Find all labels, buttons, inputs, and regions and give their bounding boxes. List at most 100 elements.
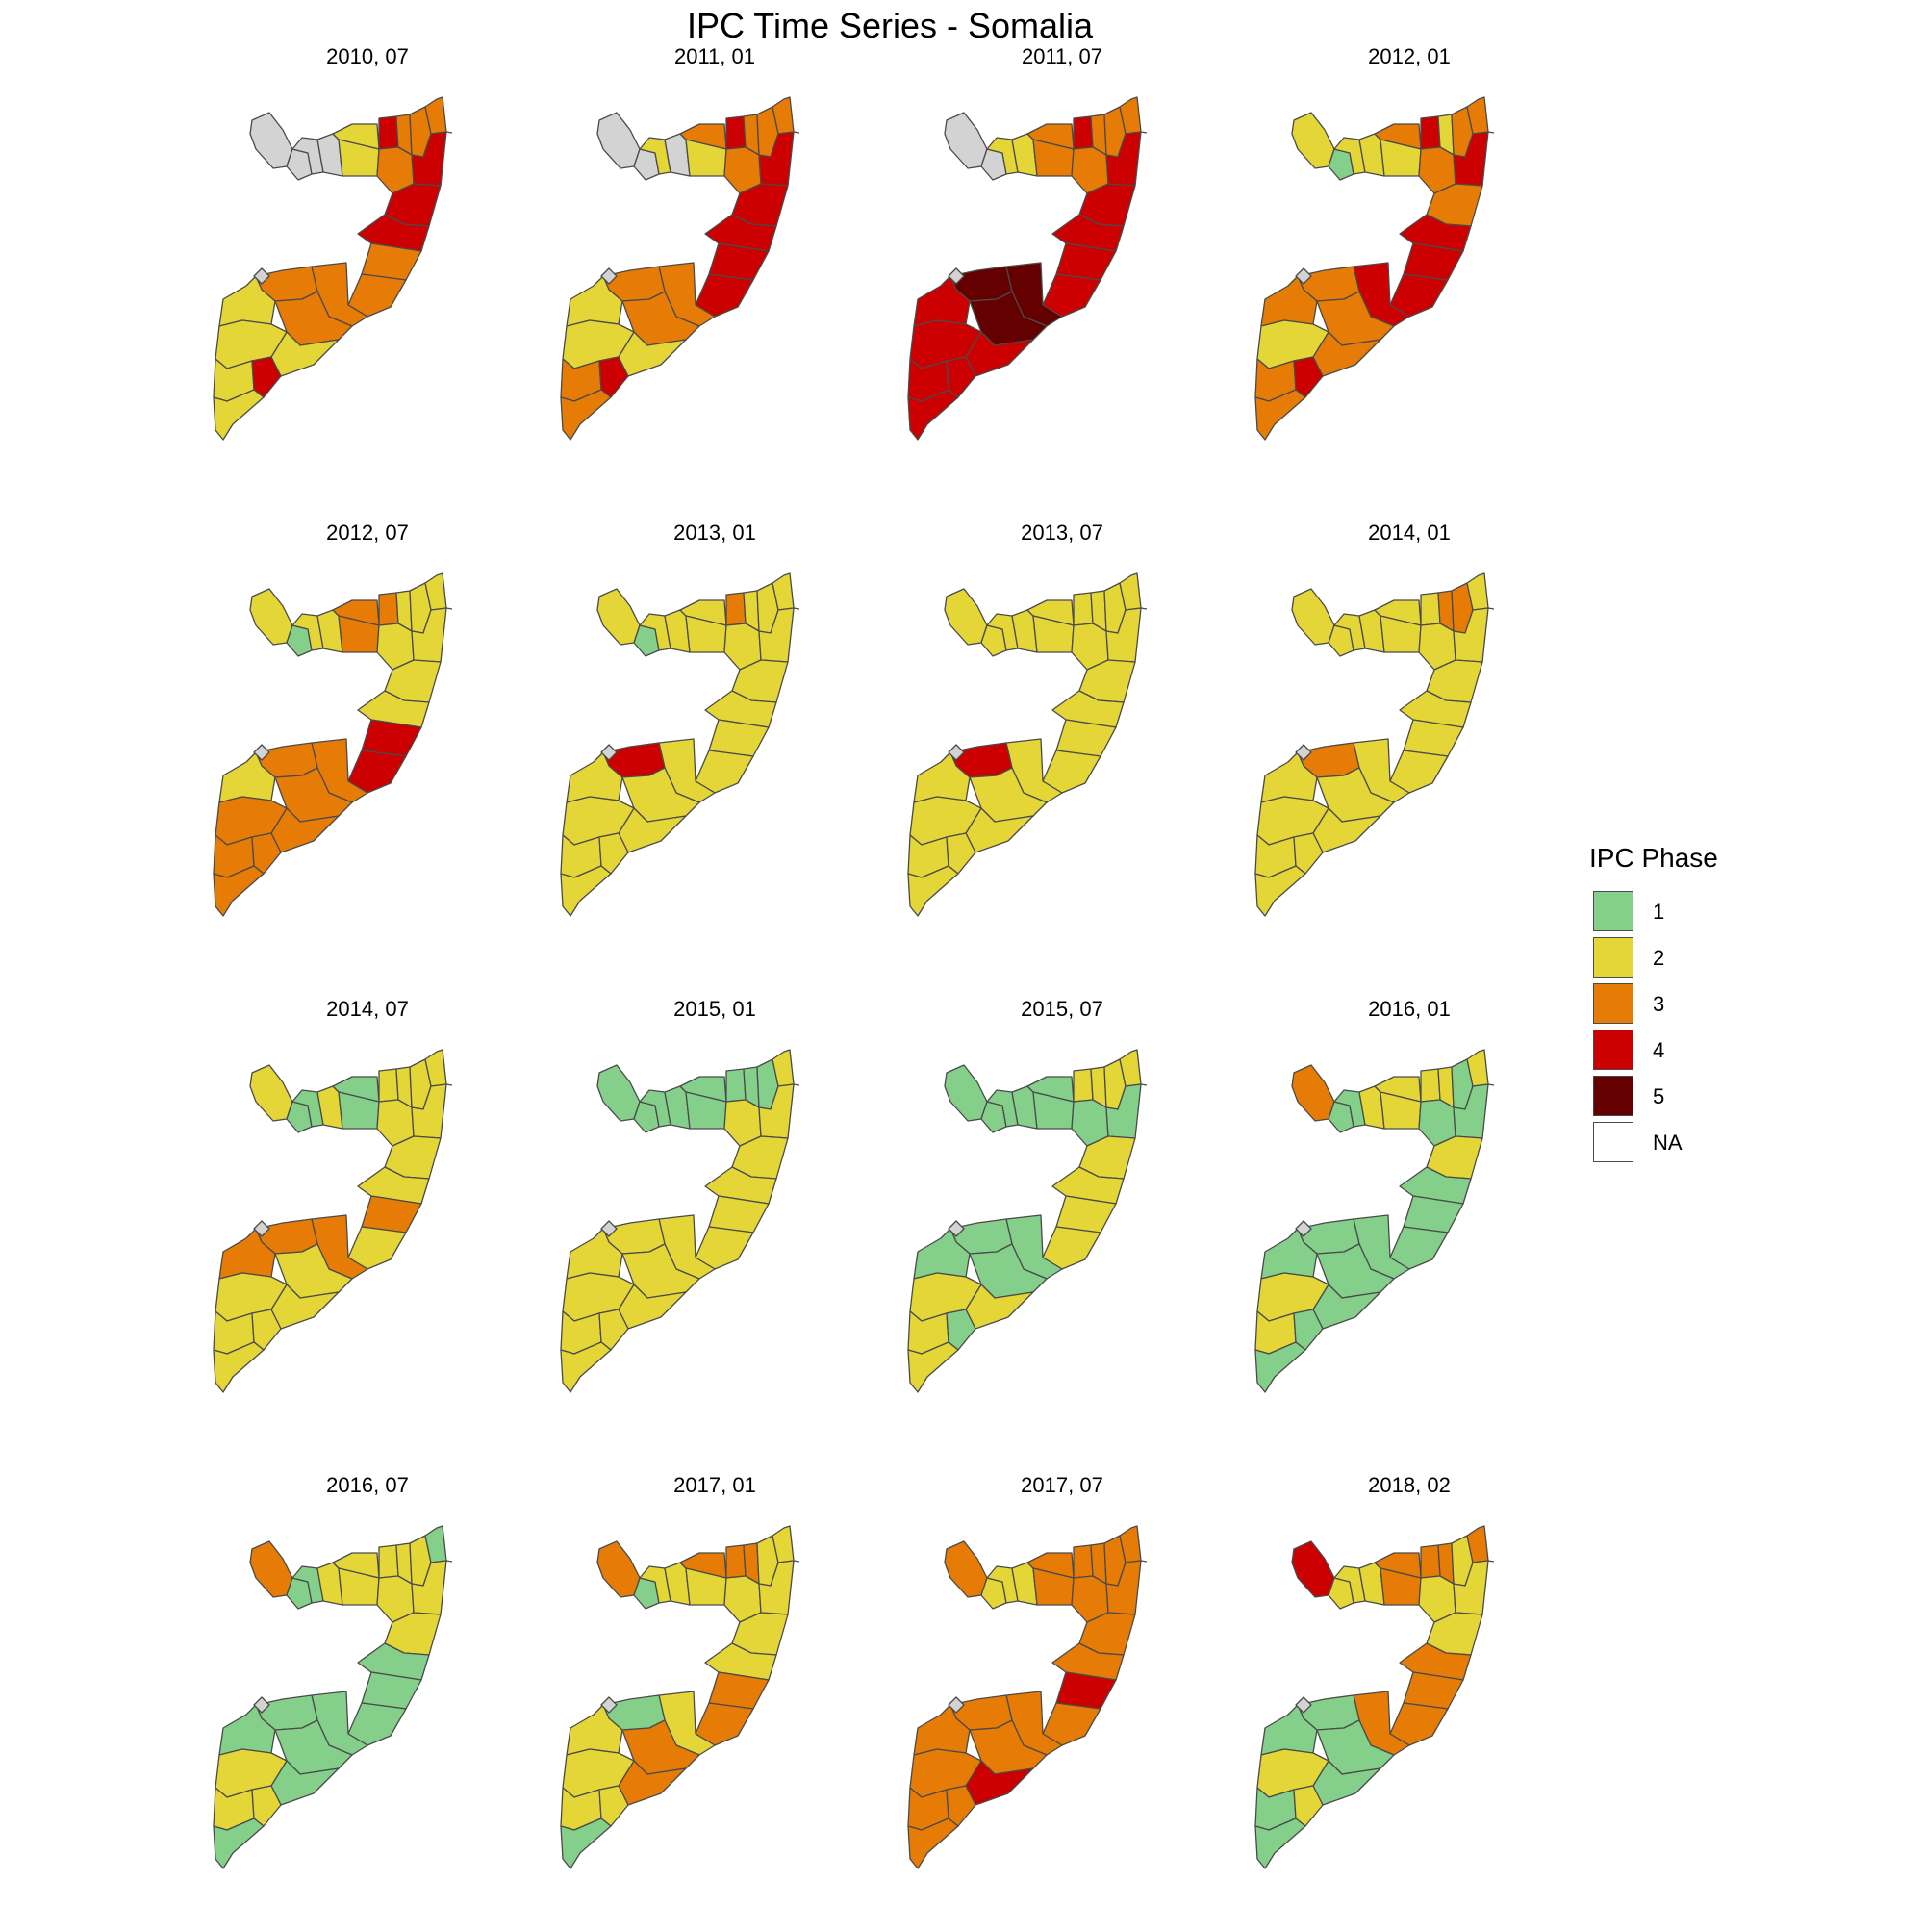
somalia-map xyxy=(560,1049,800,1393)
region xyxy=(948,1220,965,1237)
somalia-map xyxy=(560,572,800,917)
region xyxy=(1389,273,1449,318)
legend-label: 5 xyxy=(1653,1084,1665,1108)
region xyxy=(598,832,629,875)
legend-label: 1 xyxy=(1653,900,1665,924)
region xyxy=(946,356,976,398)
panel-title: 2017, 07 xyxy=(1021,1473,1103,1497)
region xyxy=(1254,1341,1306,1393)
region xyxy=(1042,1702,1101,1746)
region xyxy=(251,356,282,398)
region xyxy=(1073,115,1094,150)
region xyxy=(725,1068,747,1103)
panel-title: 2010, 07 xyxy=(326,44,409,68)
region xyxy=(347,273,407,318)
region xyxy=(1420,115,1441,150)
horn-tick xyxy=(1140,131,1148,134)
region xyxy=(560,865,612,917)
horn-tick xyxy=(445,131,453,134)
chart-title: IPC Time Series - Somalia xyxy=(686,6,1094,45)
region xyxy=(679,599,727,626)
region xyxy=(1420,1544,1441,1579)
somalia-map xyxy=(1254,572,1495,917)
region xyxy=(332,1552,380,1579)
region xyxy=(249,112,293,169)
region xyxy=(332,1076,380,1103)
horn-tick xyxy=(445,607,453,610)
panel-title: 2011, 01 xyxy=(673,44,755,68)
region xyxy=(598,1785,629,1827)
region xyxy=(1073,1544,1094,1579)
region xyxy=(1073,592,1094,626)
horn-tick xyxy=(1140,1560,1148,1563)
legend-swatch xyxy=(1593,937,1633,978)
region xyxy=(772,572,795,611)
region xyxy=(347,1702,407,1746)
region xyxy=(1420,1068,1441,1103)
region xyxy=(213,389,265,441)
horn-tick xyxy=(1487,1560,1495,1563)
region xyxy=(1466,572,1489,611)
region xyxy=(772,96,795,135)
region xyxy=(600,267,618,285)
panel-title: 2013, 01 xyxy=(673,521,756,545)
somalia-map xyxy=(1254,96,1495,441)
region xyxy=(560,1341,612,1393)
region xyxy=(213,865,265,917)
somalia-map xyxy=(907,96,1148,441)
region xyxy=(1073,1068,1094,1103)
region xyxy=(424,1049,447,1087)
region xyxy=(213,1341,265,1393)
region xyxy=(253,1220,270,1237)
region xyxy=(560,1818,612,1869)
region xyxy=(695,750,754,794)
legend-swatch xyxy=(1593,1076,1633,1116)
panel-title: 2014, 07 xyxy=(326,997,409,1021)
region xyxy=(378,592,399,626)
region xyxy=(948,1696,965,1714)
region xyxy=(1026,1552,1075,1579)
region xyxy=(944,1064,988,1122)
region xyxy=(332,599,380,626)
region xyxy=(424,96,447,135)
region xyxy=(1119,1049,1142,1087)
region xyxy=(378,1068,399,1103)
region xyxy=(251,1785,282,1827)
region xyxy=(1295,267,1312,285)
region xyxy=(1254,389,1306,441)
region xyxy=(347,750,407,794)
somalia-map xyxy=(213,1525,453,1869)
region xyxy=(1042,1226,1101,1270)
region xyxy=(249,1540,293,1598)
legend-label: 3 xyxy=(1653,992,1665,1016)
region xyxy=(598,356,629,398)
region xyxy=(944,1540,988,1598)
somalia-map xyxy=(907,572,1148,917)
panel-title: 2012, 01 xyxy=(1368,44,1451,68)
region xyxy=(1119,1525,1142,1563)
horn-tick xyxy=(1487,1083,1495,1086)
region xyxy=(1374,599,1422,626)
region xyxy=(725,115,747,150)
region xyxy=(598,1309,629,1351)
region xyxy=(946,1309,976,1351)
region xyxy=(596,588,641,646)
region xyxy=(944,112,988,169)
region xyxy=(253,744,270,761)
region xyxy=(1295,744,1312,761)
legend-swatch xyxy=(1593,983,1633,1024)
region xyxy=(1466,96,1489,135)
region xyxy=(1291,1064,1335,1122)
panel-title: 2011, 07 xyxy=(1021,44,1102,68)
horn-tick xyxy=(445,1083,453,1086)
region xyxy=(1374,1552,1422,1579)
panel-title: 2016, 07 xyxy=(326,1473,409,1497)
region xyxy=(600,1220,618,1237)
region xyxy=(946,1785,976,1827)
region xyxy=(772,1049,795,1087)
region xyxy=(378,1544,399,1579)
horn-tick xyxy=(1140,1083,1148,1086)
region xyxy=(772,1525,795,1563)
horn-tick xyxy=(1140,607,1148,610)
panel-title: 2014, 01 xyxy=(1368,521,1451,545)
